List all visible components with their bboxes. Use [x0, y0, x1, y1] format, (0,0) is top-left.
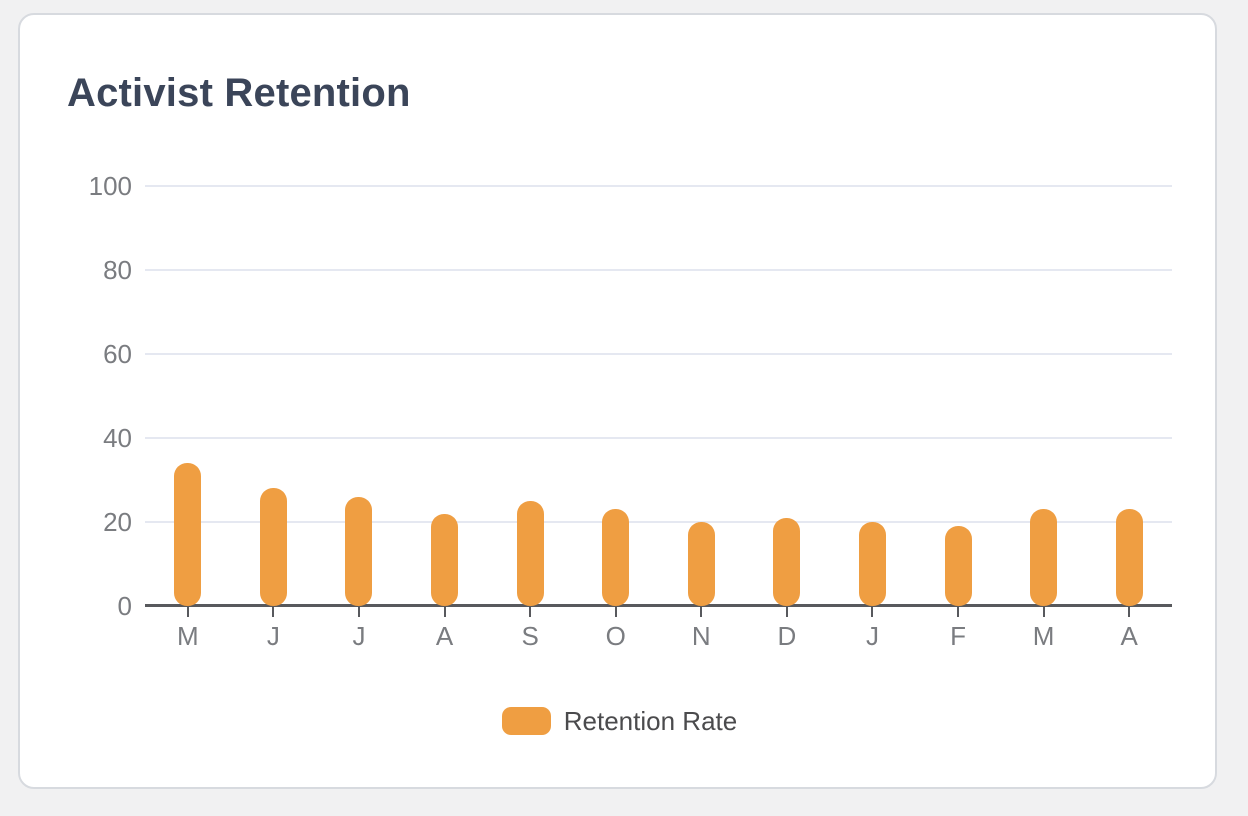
gridline [145, 353, 1172, 355]
bar-F-10[interactable] [944, 526, 972, 606]
x-axis-tick [272, 607, 275, 617]
bar-A-12[interactable] [1115, 509, 1143, 606]
x-axis-tick-label: A [435, 621, 454, 651]
bar-N-7[interactable] [687, 522, 715, 606]
legend-swatch [501, 707, 551, 735]
x-axis-tick-label: M [176, 621, 199, 651]
x-axis-tick [785, 607, 788, 617]
x-axis-tick [700, 607, 703, 617]
bar-J-9[interactable] [858, 522, 886, 606]
bar-O-6[interactable] [602, 509, 630, 606]
chart-card: Activist Retention 0 20 40 60 80 100 M J J A S O N D J… [18, 13, 1217, 789]
y-axis-tick-label: 60 [103, 339, 132, 369]
retention-chart: 0 20 40 60 80 100 M J J A S O N D J F M A [20, 15, 1219, 791]
gridline [145, 437, 1172, 439]
x-axis-tick-label: N [691, 621, 711, 651]
x-axis-tick [1042, 607, 1045, 617]
legend-item-retention-rate[interactable]: Retention Rate [501, 706, 738, 736]
bar-S-5[interactable] [516, 501, 544, 606]
y-axis-tick-label: 80 [103, 255, 132, 285]
x-axis-tick [957, 607, 960, 617]
x-axis-tick-label: S [521, 621, 539, 651]
bar-D-8[interactable] [773, 517, 801, 606]
x-axis-tick [443, 607, 446, 617]
bar-J-3[interactable] [345, 496, 373, 606]
chart-title: Activist Retention [67, 71, 411, 115]
x-axis-tick-label: J [266, 621, 280, 651]
chart-legend: Retention Rate [67, 707, 1172, 735]
bar-J-2[interactable] [259, 488, 287, 606]
y-axis-tick-label: 100 [88, 171, 132, 201]
x-axis-tick-label: J [865, 621, 879, 651]
x-axis-tick [357, 607, 360, 617]
legend-label: Retention Rate [563, 706, 738, 736]
x-axis-tick [871, 607, 874, 617]
x-axis-tick-label: A [1120, 621, 1138, 651]
bar-M-11[interactable] [1030, 509, 1058, 606]
x-axis-tick-label: D [777, 621, 797, 651]
y-axis-tick-label: 0 [117, 591, 132, 621]
bar-M-1[interactable] [174, 463, 202, 606]
x-axis-tick [529, 607, 532, 617]
bar-A-4[interactable] [431, 513, 459, 606]
x-axis-tick [186, 607, 189, 617]
y-axis-tick-label: 40 [103, 423, 132, 453]
x-axis-tick-label: F [950, 621, 966, 651]
gridline [145, 185, 1172, 187]
x-axis-tick-label: O [605, 621, 626, 651]
x-axis-tick-label: J [352, 621, 366, 651]
x-axis-tick [1128, 607, 1131, 617]
x-axis-tick-label: M [1032, 621, 1055, 651]
y-axis-tick-label: 20 [103, 507, 132, 537]
x-axis-tick [614, 607, 617, 617]
gridline [145, 521, 1172, 523]
x-axis-line [145, 604, 1172, 607]
gridline [145, 269, 1172, 271]
